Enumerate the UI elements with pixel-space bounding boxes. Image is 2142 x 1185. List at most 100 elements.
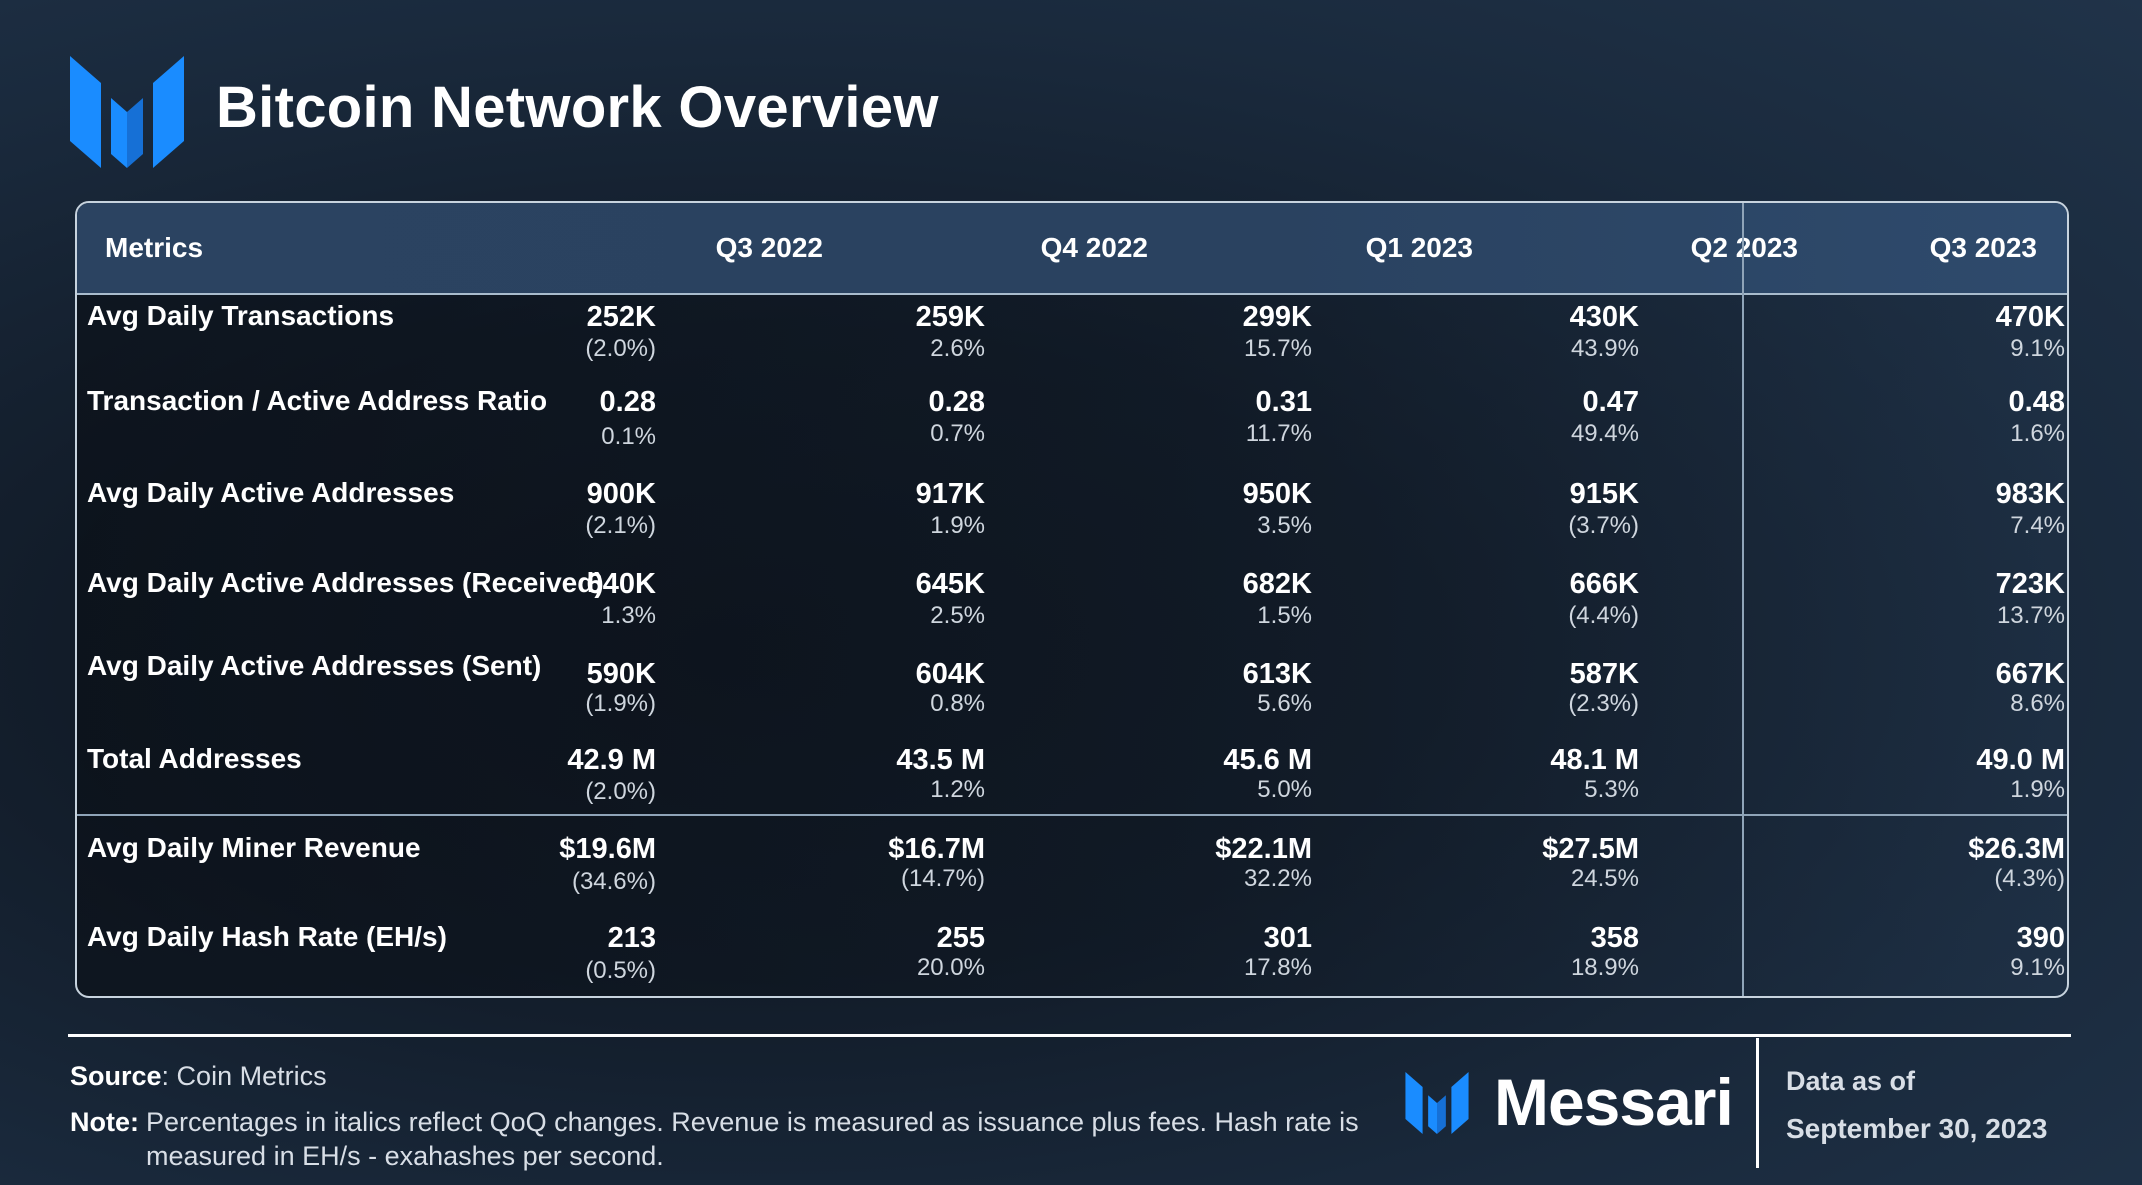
column-header-q2-2023: Q2 2023	[1690, 232, 1798, 263]
metric-value: 255	[936, 922, 985, 954]
metric-value: 48.1 M	[1550, 744, 1639, 776]
qoq-change: (14.7%)	[900, 865, 985, 892]
table-cell: $27.5M 24.5%	[1439, 832, 1639, 893]
table-cell: 255 20.0%	[785, 921, 985, 982]
table-cell: $26.3M (4.3%)	[1865, 832, 2065, 893]
table-cell: 666K (4.4%)	[1439, 567, 1639, 630]
metric-value: 0.28	[599, 386, 656, 418]
table-cell: $22.1M 32.2%	[1112, 832, 1312, 893]
data-as-of-label: Data as of	[1786, 1066, 1916, 1096]
messari-brand-logo-icon	[1405, 1072, 1469, 1134]
metric-value: 723K	[1995, 568, 2065, 600]
table-cell: 0.31 11.7%	[1112, 385, 1312, 448]
section-divider	[77, 814, 2067, 816]
table-cell: 682K 1.5%	[1112, 567, 1312, 630]
table-cell: 430K 43.9%	[1439, 300, 1639, 363]
qoq-change: 8.6%	[2010, 690, 2065, 717]
note-line: Note: Percentages in italics reflect QoQ …	[70, 1105, 1390, 1171]
metric-value: 645K	[915, 568, 985, 600]
footer-divider	[68, 1034, 2071, 1037]
table-cell: 43.5 M 1.2%	[785, 743, 985, 804]
metrics-table: Metrics Q3 2022 Q4 2022 Q1 2023 Q2 2023 …	[75, 201, 2069, 998]
table-cell: $19.6M (34.6%)	[456, 832, 656, 896]
table-cell: 213 (0.5%)	[456, 921, 656, 985]
metric-label: Avg Daily Active Addresses	[87, 477, 455, 508]
metric-value: 301	[1263, 922, 1312, 954]
table-cell: 0.28 0.1%	[456, 385, 656, 451]
metric-value: 900K	[586, 478, 656, 510]
table-header-row: Metrics Q3 2022 Q4 2022 Q1 2023 Q2 2023 …	[77, 203, 2067, 295]
table-cell: 259K 2.6%	[785, 300, 985, 363]
metric-value: 0.47	[1582, 386, 1639, 418]
qoq-change: (1.9%)	[585, 690, 656, 717]
table-cell: 470K 9.1%	[1865, 300, 2065, 363]
metric-label: Avg Daily Hash Rate (EH/s)	[87, 921, 447, 952]
qoq-change: 1.5%	[1257, 602, 1312, 629]
metric-value: 390	[2016, 922, 2065, 954]
qoq-change: (2.0%)	[585, 778, 656, 805]
metric-value: $16.7M	[888, 833, 985, 865]
qoq-change: (3.7%)	[1568, 512, 1639, 539]
qoq-change: 43.9%	[1570, 335, 1639, 362]
metric-value: 213	[607, 922, 656, 954]
table-cell: 299K 15.7%	[1112, 300, 1312, 363]
column-header-metrics: Metrics	[105, 232, 204, 263]
qoq-change: 24.5%	[1570, 865, 1639, 892]
qoq-change: 3.5%	[1257, 512, 1312, 539]
qoq-change: 11.7%	[1245, 420, 1312, 447]
table-cell: 900K (2.1%)	[456, 477, 656, 540]
metric-value: 983K	[1995, 478, 2065, 510]
metric-value: 0.48	[2008, 386, 2065, 418]
metric-value: 915K	[1569, 478, 1639, 510]
table-cell: 49.0 M 1.9%	[1865, 743, 2065, 804]
table-cell: 983K 7.4%	[1865, 477, 2065, 540]
table-cell: 0.47 49.4%	[1439, 385, 1639, 448]
page-title: Bitcoin Network Overview	[216, 75, 939, 140]
qoq-change: 20.0%	[916, 954, 985, 981]
qoq-change: 32.2%	[1243, 865, 1312, 892]
qoq-change: 9.1%	[2010, 954, 2065, 981]
metric-label: Avg Daily Active Addresses (Sent)	[87, 650, 542, 681]
qoq-change: (34.6%)	[571, 868, 656, 895]
qoq-change: 5.0%	[1257, 776, 1312, 803]
metric-value: 640K	[586, 568, 656, 600]
metric-label: Total Addresses	[87, 743, 302, 774]
metric-value: 43.5 M	[896, 744, 985, 776]
metric-label: Avg Daily Miner Revenue	[87, 832, 421, 863]
metric-value: $27.5M	[1542, 833, 1639, 865]
qoq-change: 1.9%	[2010, 776, 2065, 803]
metric-value: 430K	[1569, 301, 1639, 333]
metric-value: 950K	[1242, 478, 1312, 510]
table-cell: 613K 5.6%	[1112, 657, 1312, 718]
table-cell: 604K 0.8%	[785, 657, 985, 718]
table-cell: 723K 13.7%	[1865, 567, 2065, 630]
table-cell: 0.48 1.6%	[1865, 385, 2065, 448]
qoq-change: 0.1%	[601, 423, 656, 450]
qoq-change: 49.4%	[1570, 420, 1639, 447]
column-header-q3-2022: Q3 2022	[715, 232, 823, 263]
qoq-change: 15.7%	[1243, 335, 1312, 362]
qoq-change: 1.3%	[601, 602, 656, 629]
qoq-change: (4.4%)	[1568, 602, 1639, 629]
metric-value: 259K	[915, 301, 985, 333]
qoq-change: 1.2%	[930, 776, 985, 803]
table-cell: 590K (1.9%)	[456, 657, 656, 718]
metric-label: Avg Daily Active Addresses (Received)	[87, 567, 604, 598]
footer-vertical-divider	[1756, 1038, 1759, 1168]
data-as-of-date: September 30, 2023	[1786, 1113, 2048, 1144]
metric-label: Transaction / Active Address Ratio	[87, 385, 548, 416]
note-text: Percentages in italics reflect QoQ chang…	[146, 1107, 1359, 1171]
metric-value: 358	[1590, 922, 1639, 954]
table-cell: 358 18.9%	[1439, 921, 1639, 982]
qoq-change: 2.6%	[930, 335, 985, 362]
table-cell: 640K 1.3%	[456, 567, 656, 630]
qoq-change: 7.4%	[2010, 512, 2065, 539]
qoq-change: (2.1%)	[585, 512, 656, 539]
column-header-q4-2022: Q4 2022	[1040, 232, 1148, 263]
qoq-change: 18.9%	[1570, 954, 1639, 981]
table-cell: 0.28 0.7%	[785, 385, 985, 448]
metric-value: 45.6 M	[1223, 744, 1312, 776]
metric-value: 613K	[1242, 658, 1312, 690]
qoq-change: (2.0%)	[585, 335, 656, 362]
metric-value: 604K	[915, 658, 985, 690]
